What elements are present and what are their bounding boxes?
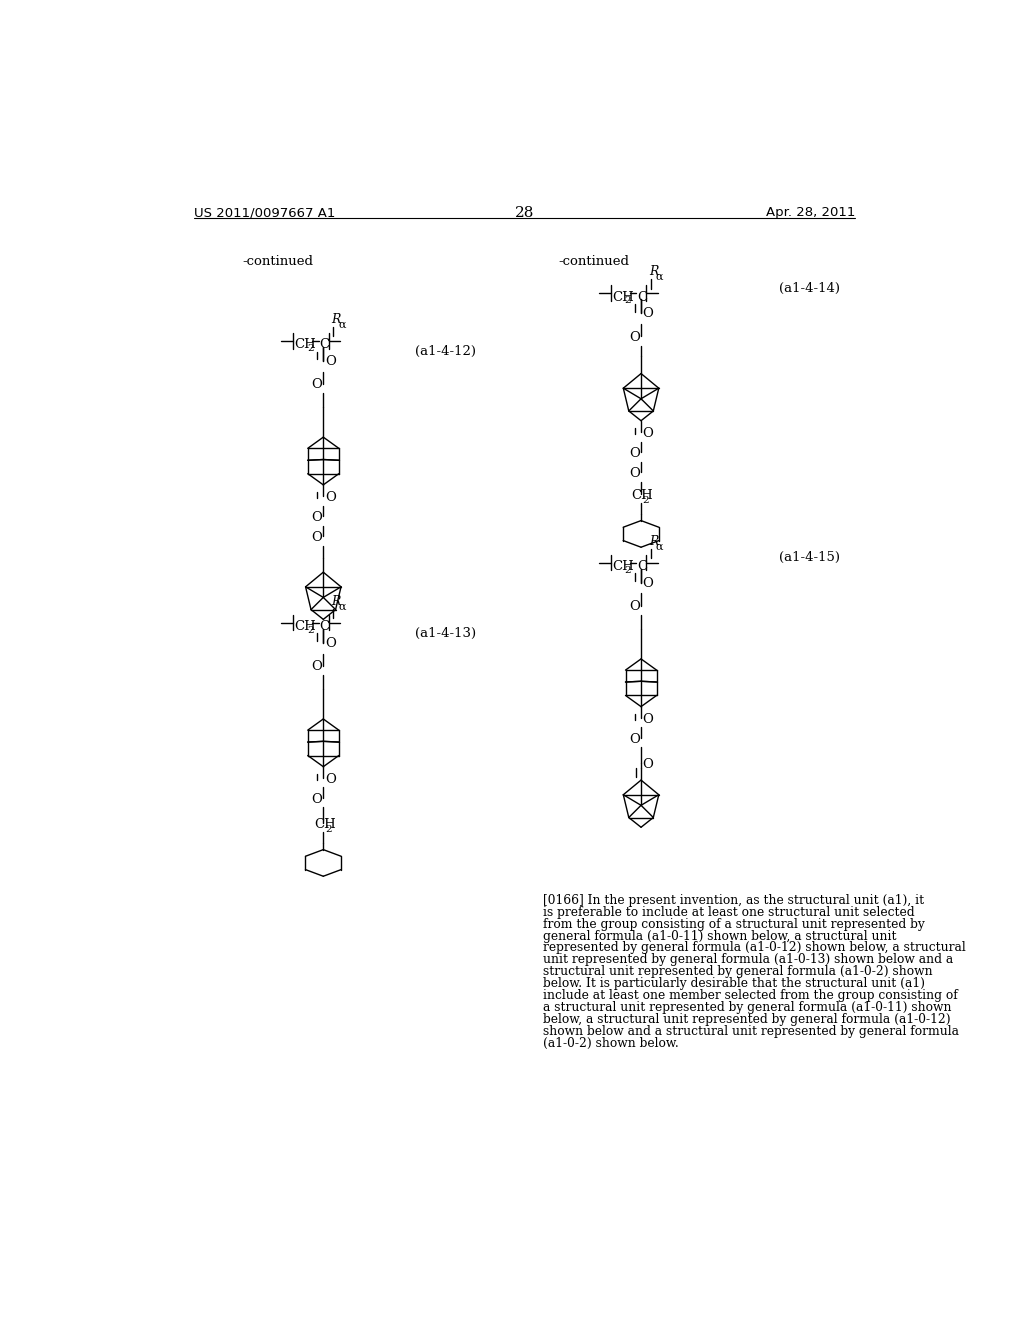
Text: (a1-4-14): (a1-4-14) bbox=[779, 281, 840, 294]
Text: O: O bbox=[643, 713, 653, 726]
Text: O: O bbox=[325, 638, 336, 649]
Text: (a1-4-12): (a1-4-12) bbox=[415, 345, 476, 358]
Text: O: O bbox=[325, 355, 336, 368]
Text: O: O bbox=[325, 491, 336, 504]
Text: structural unit represented by general formula (a1-0-2) shown: structural unit represented by general f… bbox=[544, 965, 933, 978]
Text: O: O bbox=[643, 308, 653, 321]
Text: O: O bbox=[325, 774, 336, 787]
Text: CH: CH bbox=[612, 290, 634, 304]
Text: C: C bbox=[637, 560, 647, 573]
Text: C: C bbox=[637, 290, 647, 304]
Text: O: O bbox=[643, 758, 653, 771]
Text: represented by general formula (a1-0-12) shown below, a structural: represented by general formula (a1-0-12)… bbox=[544, 941, 967, 954]
Text: α: α bbox=[338, 602, 345, 611]
Text: R: R bbox=[331, 594, 340, 607]
Text: R: R bbox=[649, 265, 658, 279]
Text: -continued: -continued bbox=[558, 256, 629, 268]
Text: 2: 2 bbox=[307, 626, 313, 635]
Text: O: O bbox=[630, 330, 640, 343]
Text: below, a structural unit represented by general formula (a1-0-12): below, a structural unit represented by … bbox=[544, 1014, 951, 1026]
Text: O: O bbox=[630, 467, 640, 480]
Text: a structural unit represented by general formula (a1-0-11) shown: a structural unit represented by general… bbox=[544, 1001, 952, 1014]
Text: O: O bbox=[630, 601, 640, 612]
Text: US 2011/0097667 A1: US 2011/0097667 A1 bbox=[194, 206, 335, 219]
Text: CH: CH bbox=[295, 620, 316, 634]
Text: O: O bbox=[311, 379, 323, 391]
Text: O: O bbox=[311, 660, 323, 673]
Text: from the group consisting of a structural unit represented by: from the group consisting of a structura… bbox=[544, 917, 925, 931]
Text: 2: 2 bbox=[625, 297, 632, 305]
Text: α: α bbox=[338, 319, 345, 330]
Text: 28: 28 bbox=[515, 206, 535, 220]
Text: O: O bbox=[643, 428, 653, 441]
Text: O: O bbox=[630, 733, 640, 746]
Text: 2: 2 bbox=[307, 345, 313, 352]
Text: R: R bbox=[331, 313, 340, 326]
Text: α: α bbox=[655, 541, 664, 552]
Text: (a1-0-2) shown below.: (a1-0-2) shown below. bbox=[544, 1038, 679, 1049]
Text: O: O bbox=[311, 532, 323, 544]
Text: [0166] In the present invention, as the structural unit (a1), it: [0166] In the present invention, as the … bbox=[544, 894, 925, 907]
Text: Apr. 28, 2011: Apr. 28, 2011 bbox=[766, 206, 855, 219]
Text: (a1-4-13): (a1-4-13) bbox=[415, 627, 476, 640]
Text: CH: CH bbox=[295, 338, 316, 351]
Text: -continued: -continued bbox=[243, 256, 313, 268]
Text: 2: 2 bbox=[643, 495, 649, 504]
Text: O: O bbox=[311, 511, 323, 524]
Text: O: O bbox=[311, 793, 323, 807]
Text: 2: 2 bbox=[625, 566, 632, 574]
Text: C: C bbox=[319, 620, 330, 634]
Text: shown below and a structural unit represented by general formula: shown below and a structural unit repres… bbox=[544, 1026, 959, 1038]
Text: include at least one member selected from the group consisting of: include at least one member selected fro… bbox=[544, 989, 958, 1002]
Text: (a1-4-15): (a1-4-15) bbox=[779, 552, 840, 564]
Text: general formula (a1-0-11) shown below, a structural unit: general formula (a1-0-11) shown below, a… bbox=[544, 929, 897, 942]
Text: CH: CH bbox=[612, 560, 634, 573]
Text: R: R bbox=[649, 535, 658, 548]
Text: O: O bbox=[630, 447, 640, 461]
Text: CH: CH bbox=[314, 818, 336, 830]
Text: is preferable to include at least one structural unit selected: is preferable to include at least one st… bbox=[544, 906, 915, 919]
Text: CH: CH bbox=[632, 488, 653, 502]
Text: C: C bbox=[319, 338, 330, 351]
Text: below. It is particularly desirable that the structural unit (a1): below. It is particularly desirable that… bbox=[544, 977, 926, 990]
Text: O: O bbox=[643, 577, 653, 590]
Text: 2: 2 bbox=[325, 825, 332, 833]
Text: α: α bbox=[655, 272, 664, 282]
Text: unit represented by general formula (a1-0-13) shown below and a: unit represented by general formula (a1-… bbox=[544, 953, 953, 966]
